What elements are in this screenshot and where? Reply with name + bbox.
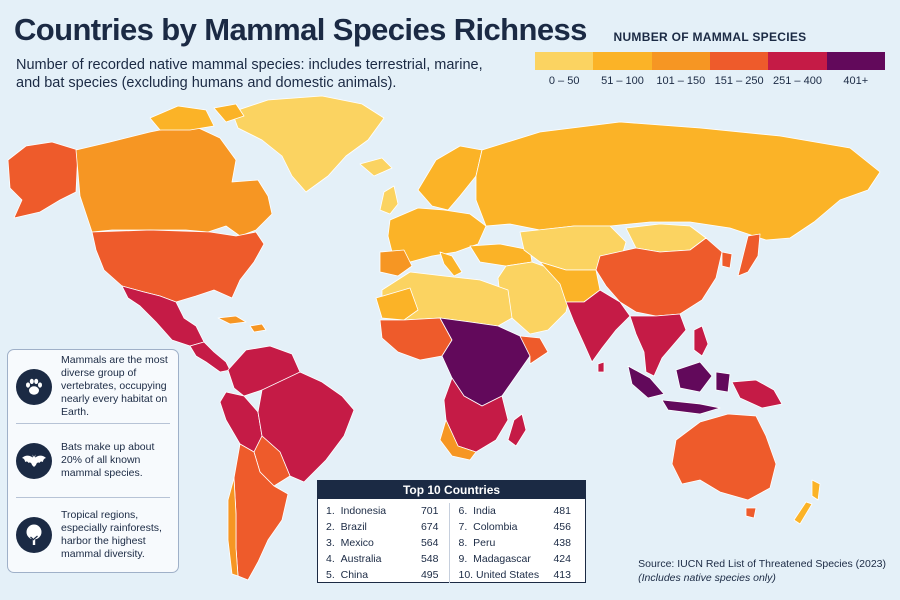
paw-print-icon bbox=[16, 368, 52, 405]
region-russia bbox=[475, 121, 881, 241]
legend-swatch-0 bbox=[535, 52, 594, 70]
legend-label: 0 – 50 bbox=[548, 75, 580, 87]
region-tasmania bbox=[745, 507, 757, 519]
legend-swatch-2 bbox=[651, 52, 710, 70]
legend-label: 401+ bbox=[843, 75, 869, 87]
region-southern-africa bbox=[443, 377, 509, 453]
region-west-africa bbox=[379, 317, 453, 361]
legend-label: 251 – 400 bbox=[773, 75, 822, 87]
legend-swatch-4 bbox=[768, 52, 827, 70]
region-italy bbox=[439, 251, 463, 277]
fact-item: Tropical regions, especially rainforests… bbox=[16, 498, 170, 572]
fact-item: Bats make up about 20% of all known mamm… bbox=[16, 424, 170, 498]
table-row: 2. Brazil 674 bbox=[326, 521, 439, 533]
region-sri-lanka bbox=[597, 361, 605, 373]
region-alaska bbox=[7, 141, 79, 219]
page-subtitle: Number of recorded native mammal species… bbox=[16, 57, 483, 91]
page-title: Countries by Mammal Species Richness bbox=[14, 12, 587, 47]
legend-label: 101 – 150 bbox=[656, 75, 706, 87]
region-northwest-africa bbox=[375, 287, 419, 321]
table-row: 10. United States 413 bbox=[458, 569, 572, 581]
region-central-america bbox=[189, 341, 231, 373]
region-iceland bbox=[359, 157, 393, 177]
region-western-europe bbox=[387, 207, 487, 263]
top10-column-left: 1. Indonesia 701 2. Brazil 674 3. Mexico 56… bbox=[326, 503, 445, 583]
legend-swatch-1 bbox=[593, 52, 652, 70]
table-row: 9. Madagascar 424 bbox=[458, 553, 572, 565]
region-new-zealand bbox=[793, 479, 821, 525]
legend-title: NUMBER OF MAMMAL SPECIES bbox=[613, 30, 807, 44]
legend-swatches bbox=[535, 52, 885, 70]
legend-label: 51 – 100 bbox=[601, 75, 644, 87]
region-peru bbox=[219, 391, 263, 453]
source-note: Source: IUCN Red List of Threatened Spec… bbox=[638, 557, 886, 585]
table-row: 1. Indonesia 701 bbox=[326, 505, 439, 517]
legend-swatch-5 bbox=[826, 52, 885, 70]
region-canada bbox=[75, 123, 273, 237]
tree-icon bbox=[16, 517, 52, 553]
region-india bbox=[565, 289, 631, 363]
source-caveat: (Includes native species only) bbox=[638, 572, 776, 584]
source-text: Source: IUCN Red List of Threatened Spec… bbox=[638, 558, 886, 570]
fact-text: Tropical regions, especially rainforests… bbox=[61, 509, 162, 560]
region-japan bbox=[737, 233, 761, 277]
region-usa bbox=[91, 229, 265, 303]
region-horn-africa bbox=[519, 335, 549, 365]
region-madagascar bbox=[507, 413, 527, 447]
legend-labels: 0 – 50 51 – 100 101 – 150 151 – 250 251 … bbox=[535, 75, 885, 87]
table-row: 4. Australia 548 bbox=[326, 553, 439, 565]
fact-text: Bats make up about 20% of all known mamm… bbox=[61, 441, 155, 479]
fact-text: Mammals are the most diverse group of ve… bbox=[61, 354, 168, 418]
region-caribbean bbox=[217, 315, 267, 333]
region-china bbox=[595, 237, 723, 317]
top10-table: Top 10 Countries 1. Indonesia 701 2. Braz… bbox=[317, 480, 586, 583]
region-indonesia bbox=[627, 361, 731, 415]
bat-icon bbox=[16, 442, 52, 479]
top10-title: Top 10 Countries bbox=[318, 481, 585, 499]
color-legend: NUMBER OF MAMMAL SPECIES 0 – 50 51 – 100… bbox=[535, 30, 885, 87]
region-philippines bbox=[693, 325, 709, 357]
table-row: 8. Peru 438 bbox=[458, 537, 572, 549]
region-iberia bbox=[379, 249, 413, 277]
region-korea bbox=[721, 251, 733, 269]
top10-column-right: 6. India 481 7. Colombia 456 8. Peru 438 9.… bbox=[448, 503, 578, 583]
region-new-guinea bbox=[731, 379, 783, 409]
region-southeast-asia bbox=[629, 313, 687, 377]
facts-panel: Mammals are the most diverse group of ve… bbox=[7, 349, 179, 573]
region-turkey bbox=[469, 243, 533, 267]
region-uk bbox=[379, 185, 399, 215]
legend-swatch-3 bbox=[709, 52, 769, 70]
region-chile bbox=[227, 477, 239, 577]
legend-label: 151 – 250 bbox=[714, 75, 764, 87]
table-row: 5. China 495 bbox=[326, 569, 439, 581]
fact-item: Mammals are the most diverse group of ve… bbox=[16, 350, 170, 424]
region-arctic-islands bbox=[149, 103, 245, 131]
table-row: 3. Mexico 564 bbox=[326, 537, 439, 549]
region-south-africa bbox=[439, 419, 477, 461]
region-australia bbox=[671, 413, 777, 501]
region-greenland bbox=[231, 95, 385, 193]
table-row: 7. Colombia 456 bbox=[458, 521, 572, 533]
region-scandinavia bbox=[417, 145, 483, 211]
table-row: 6. India 481 bbox=[458, 505, 572, 517]
